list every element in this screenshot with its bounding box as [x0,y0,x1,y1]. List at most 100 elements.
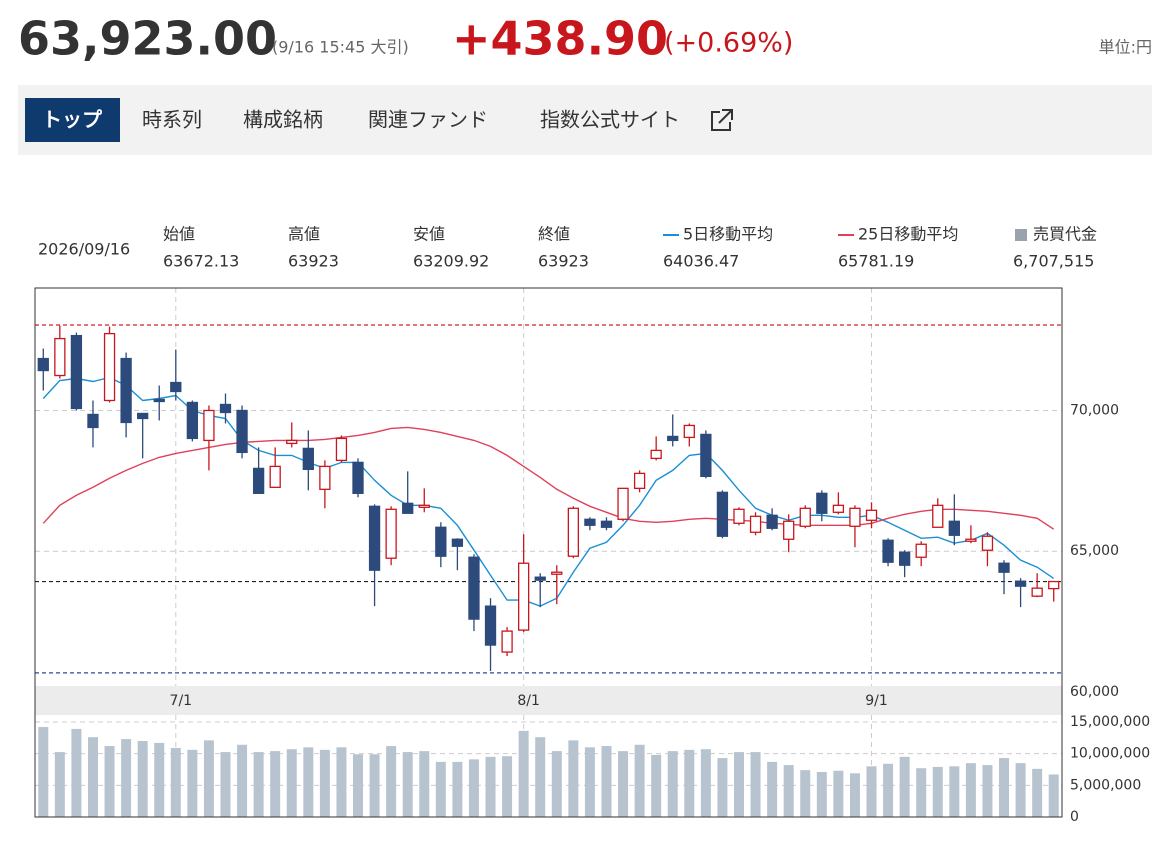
candle-body [816,492,828,514]
volume-bar [104,746,115,817]
volume-bar [1015,763,1026,817]
candle-body [451,538,464,547]
candle-body [1014,580,1027,587]
volume-bar [783,765,794,817]
legend-label: 25日移動平均 [858,225,958,244]
external-icon[interactable] [711,109,733,131]
unit: 単位:円 [1099,38,1152,57]
candle-body [402,502,414,514]
legend-value: 65781.19 [838,252,914,271]
v-tick-label: 10,000,000 [1070,746,1150,762]
volume-bar [949,766,960,817]
legend-swatch [1015,229,1027,241]
info-date: 2026/09/16 [38,240,130,259]
tab[interactable]: 指数公式サイト [540,108,680,132]
volume-bar [618,751,629,817]
candle-body [236,409,248,454]
date-strip [35,686,1062,715]
volume-bar [502,756,513,817]
tab[interactable]: 構成銘柄 [243,108,323,132]
candle-body [667,435,679,442]
volume-bar [634,744,645,817]
volume-bar [584,747,595,817]
tab-bar [18,85,1152,155]
candle-body [849,507,861,527]
candle-body [1031,587,1043,597]
volume-bar [485,756,496,817]
volume-bar [767,761,778,817]
candle-body [484,605,497,646]
ma-line [42,426,1055,530]
tab[interactable]: トップ [42,108,103,132]
candle-body [633,472,646,489]
candle-body [435,526,447,557]
price: 63,923.00 [18,12,277,66]
tab[interactable]: 関連ファンド [368,108,488,132]
volume-bar [452,761,463,817]
candle-body [385,508,397,559]
volume-bar [568,740,579,817]
candle-body [468,556,480,620]
volume-bar [551,751,562,817]
candle-body [567,507,579,557]
info-label: 終値 [538,225,570,244]
volume-bar [999,758,1010,817]
candle-body [335,437,348,462]
volume-bar [87,737,98,817]
volume-bar [303,747,314,817]
candle-body [518,562,530,631]
volume-bar [336,747,347,817]
candle-body [501,630,513,653]
volume-bar [982,765,993,817]
volume-bar [369,754,380,817]
candle-body [683,424,695,439]
candle-body [915,543,927,558]
volume-bar [601,746,612,817]
candle-body [418,504,430,508]
v-tick-label: 0 [1070,809,1079,825]
legend-value: 6,707,515 [1013,252,1094,271]
volume-bar [1032,768,1043,817]
candle-body [37,357,49,372]
candle-body [551,571,563,575]
candle-body [832,504,845,513]
info-label: 安値 [413,225,445,244]
candle-body [352,461,364,494]
volume-bar [319,749,330,817]
volume-bar [253,752,264,817]
volume-bar [203,740,214,817]
y-tick-label: 60,000 [1070,684,1119,700]
time: (9/16 15:45 大引) [272,38,409,57]
volume-bar [220,752,231,817]
candle-body [87,413,99,429]
candle-body [120,357,132,424]
legend-label: 売買代金 [1033,225,1097,244]
candle-body [54,337,66,377]
candle-body [733,508,745,524]
volume-bar [435,761,446,817]
volume-bar [535,737,546,817]
candle-body [716,491,729,537]
candle-body [219,403,232,414]
active-tab[interactable] [25,98,120,142]
candle-body [600,520,613,528]
volume-bar [750,752,761,817]
volume-bar [866,766,877,817]
x-tick-label: 9/1 [865,693,888,709]
volume-bar [916,768,927,817]
volume-bar [270,751,281,817]
info-label: 高値 [288,225,320,244]
candle-body [865,509,878,521]
info-value: 63209.92 [413,252,489,271]
volume-bar [833,770,844,817]
candle-body [137,412,149,420]
volume-bar [353,754,364,817]
tab[interactable]: 時系列 [142,108,202,132]
candle-body [898,551,911,566]
candle-body [998,562,1010,573]
volume-bar [899,756,910,817]
volume-bar [883,763,894,817]
candle-body [252,467,265,494]
y-tick-label: 65,000 [1070,543,1119,559]
